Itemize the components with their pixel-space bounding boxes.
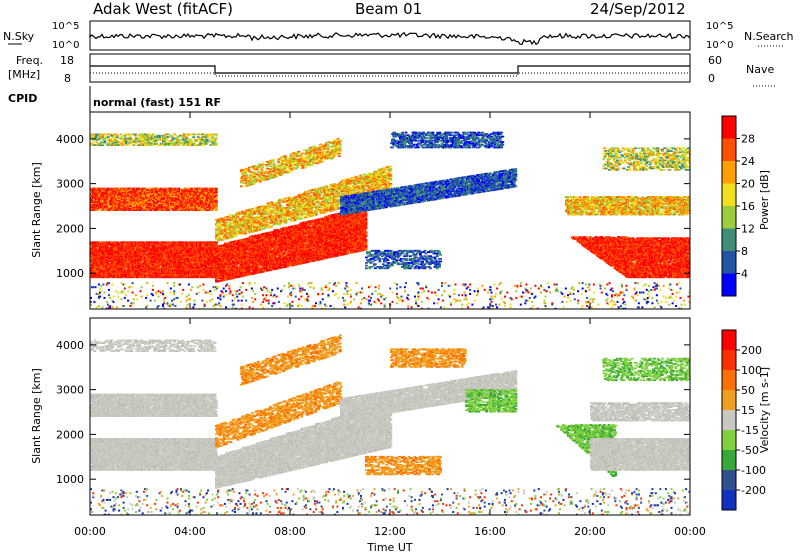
heatmap-cell bbox=[192, 136, 195, 138]
nsky-tick-top: 10^5 bbox=[52, 21, 79, 32]
nave-label: Nave bbox=[746, 63, 774, 76]
heatmap-cell bbox=[178, 139, 181, 141]
heatmap-cell bbox=[179, 135, 182, 137]
heatmap-cell bbox=[212, 136, 215, 138]
freq-label: Freq. bbox=[16, 54, 43, 67]
power-heatmap bbox=[90, 132, 693, 310]
heatmap-cell bbox=[155, 142, 158, 144]
heatmap-cell bbox=[215, 241, 218, 243]
heatmap-cell bbox=[92, 142, 95, 144]
heatmap-cell bbox=[215, 134, 218, 136]
nsky-panel: N.Sky 10^5 10^0 10^5 10^0 N.Search bbox=[3, 21, 794, 51]
heatmap-cell bbox=[134, 144, 137, 146]
heatmap-cell bbox=[109, 138, 112, 140]
heatmap-cell bbox=[102, 134, 105, 136]
heatmap-cell bbox=[152, 134, 155, 136]
nave-tick-bottom: 0 bbox=[708, 72, 715, 85]
nsky-tick-bottom: 10^0 bbox=[52, 40, 79, 51]
freq-tick-bottom: 8 bbox=[64, 72, 71, 85]
heatmap-cell bbox=[167, 136, 170, 138]
nsky-label: N.Sky bbox=[3, 30, 35, 43]
heatmap-cell bbox=[134, 134, 137, 136]
heatmap-cell bbox=[215, 138, 218, 140]
heatmap-cell bbox=[215, 143, 218, 145]
cpid-label: CPID bbox=[8, 92, 37, 105]
station-title: Adak West (fitACF) bbox=[93, 0, 233, 18]
freq-trace bbox=[90, 66, 690, 73]
heatmap-cell bbox=[116, 135, 119, 137]
freq-unit: [MHz] bbox=[8, 68, 40, 81]
nsky-trace bbox=[90, 33, 690, 45]
beam-title: Beam 01 bbox=[355, 0, 422, 18]
nave-tick-top: 60 bbox=[708, 54, 722, 67]
nsearch-label: N.Search bbox=[744, 30, 794, 43]
heatmap-cell bbox=[215, 197, 218, 199]
freq-tick-top: 18 bbox=[60, 54, 74, 67]
freq-panel: Freq. [MHz] 18 8 60 0 Nave bbox=[8, 54, 775, 86]
heatmap-cell bbox=[215, 188, 218, 190]
heatmap-cell bbox=[206, 139, 209, 141]
cpid-text: normal (fast) 151 RF bbox=[93, 96, 221, 109]
heatmap-cell bbox=[104, 140, 107, 142]
nsearch-tick-top: 10^5 bbox=[706, 21, 733, 32]
date-title: 24/Sep/2012 bbox=[590, 0, 686, 18]
nsearch-tick-bottom: 10^0 bbox=[706, 40, 733, 51]
